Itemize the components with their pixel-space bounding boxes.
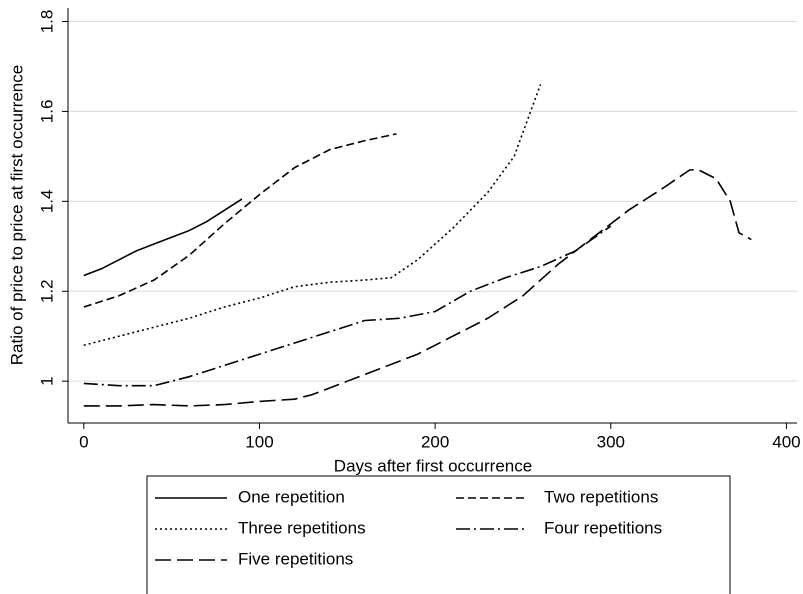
line: [83, 169, 752, 407]
x-tick-label: 200: [421, 432, 449, 451]
y-tick-label: 1.8: [37, 10, 56, 34]
legend-label: Two repetitions: [544, 487, 658, 506]
legend-box: [146, 475, 731, 594]
x-tick-label: 400: [772, 432, 800, 451]
line: [83, 198, 243, 277]
line: [83, 225, 612, 387]
x-tick-label: 300: [597, 432, 625, 451]
y-tick-label: 1.2: [37, 279, 56, 303]
legend-label: Three repetitions: [238, 518, 366, 537]
legend-label: One repetition: [238, 487, 345, 506]
line: [83, 84, 542, 346]
y-tick-label: 1.6: [37, 100, 56, 124]
y-tick-label: 1.4: [37, 190, 56, 214]
x-tick-label: 0: [79, 432, 88, 451]
line: [83, 133, 397, 308]
legend-label: Four repetitions: [544, 518, 662, 537]
y-axis-label: Ratio of price to price at first occurre…: [7, 65, 26, 365]
y-tick-label: 1: [37, 376, 56, 385]
x-tick-label: 100: [245, 432, 273, 451]
legend-label: Five repetitions: [238, 549, 353, 568]
x-axis-label: Days after first occurrence: [334, 456, 532, 475]
